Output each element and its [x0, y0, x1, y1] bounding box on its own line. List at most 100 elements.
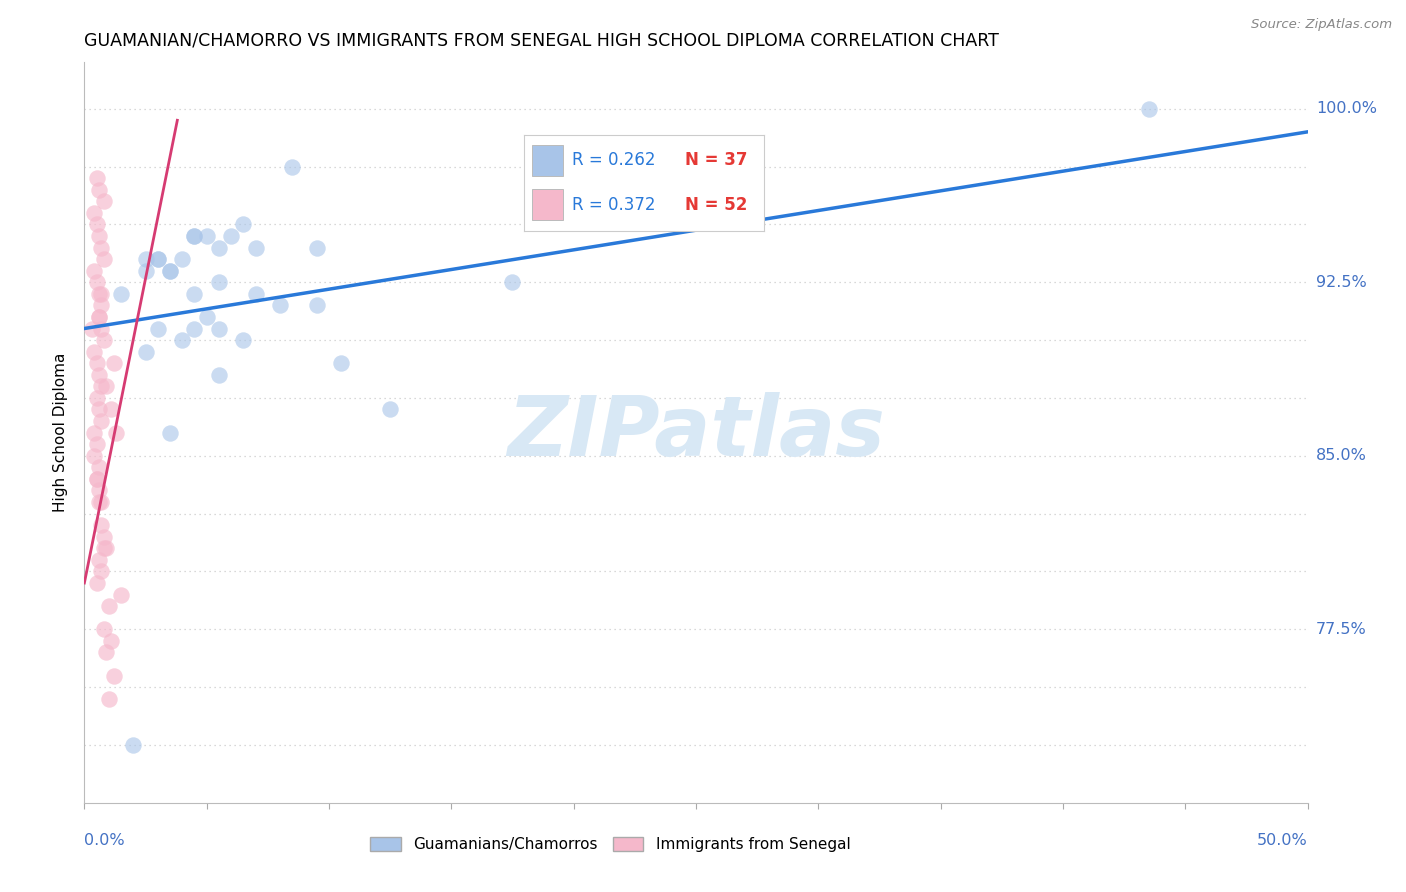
Text: 77.5%: 77.5% — [1316, 622, 1367, 637]
Point — [87, 183, 110, 197]
Text: GUAMANIAN/CHAMORRO VS IMMIGRANTS FROM SENEGAL HIGH SCHOOL DIPLOMA CORRELATION CH: GUAMANIAN/CHAMORRO VS IMMIGRANTS FROM SE… — [84, 32, 1000, 50]
Point — [100, 402, 122, 417]
Point — [135, 263, 157, 277]
Point — [86, 275, 108, 289]
Text: N = 37: N = 37 — [685, 152, 748, 169]
Point — [87, 483, 110, 498]
Point — [86, 576, 108, 591]
Text: R = 0.372: R = 0.372 — [572, 195, 655, 214]
Point — [80, 321, 103, 335]
Point — [159, 263, 181, 277]
Y-axis label: High School Diploma: High School Diploma — [53, 353, 69, 512]
Point — [90, 379, 112, 393]
Point — [195, 310, 218, 324]
Point — [93, 622, 115, 636]
Point — [159, 425, 181, 440]
Point — [90, 565, 112, 579]
Point — [232, 218, 254, 232]
Text: 0.0%: 0.0% — [84, 833, 125, 848]
Text: R = 0.262: R = 0.262 — [572, 152, 655, 169]
Point — [90, 298, 112, 312]
Point — [86, 437, 108, 451]
Point — [502, 275, 524, 289]
Point — [380, 402, 402, 417]
Point — [208, 275, 231, 289]
Point — [183, 229, 205, 244]
Point — [122, 738, 145, 752]
Point — [86, 391, 108, 405]
Point — [97, 691, 120, 706]
Legend: Guamanians/Chamorros, Immigrants from Senegal: Guamanians/Chamorros, Immigrants from Se… — [364, 830, 856, 858]
Point — [183, 321, 205, 335]
Point — [172, 333, 194, 347]
Point — [93, 333, 115, 347]
Point — [87, 460, 110, 475]
FancyBboxPatch shape — [531, 189, 562, 220]
Point — [103, 356, 125, 370]
Point — [86, 472, 108, 486]
Point — [183, 229, 205, 244]
Point — [83, 263, 105, 277]
Point — [159, 263, 181, 277]
Point — [86, 356, 108, 370]
Text: N = 52: N = 52 — [685, 195, 748, 214]
FancyBboxPatch shape — [531, 145, 562, 176]
Point — [90, 286, 112, 301]
Point — [183, 286, 205, 301]
Point — [100, 633, 122, 648]
Point — [87, 368, 110, 382]
Point — [90, 240, 112, 255]
Point — [87, 402, 110, 417]
Point — [96, 645, 118, 659]
Point — [172, 252, 194, 266]
Point — [86, 171, 108, 186]
Point — [93, 252, 115, 266]
Text: 100.0%: 100.0% — [1316, 101, 1376, 116]
Point — [305, 240, 328, 255]
Point — [90, 518, 112, 533]
Point — [87, 553, 110, 567]
Point — [87, 310, 110, 324]
Point — [208, 368, 231, 382]
Point — [146, 252, 169, 266]
Point — [90, 414, 112, 428]
Point — [208, 321, 231, 335]
Point — [208, 240, 231, 255]
Point — [83, 206, 105, 220]
Point — [219, 229, 242, 244]
Text: 92.5%: 92.5% — [1316, 275, 1367, 290]
Point — [96, 541, 118, 556]
Point — [86, 218, 108, 232]
Point — [105, 425, 128, 440]
Point — [93, 194, 115, 209]
Point — [146, 321, 169, 335]
Point — [232, 333, 254, 347]
Point — [1137, 102, 1160, 116]
Text: ZIPatlas: ZIPatlas — [508, 392, 884, 473]
Point — [87, 286, 110, 301]
Point — [83, 344, 105, 359]
Text: Source: ZipAtlas.com: Source: ZipAtlas.com — [1251, 18, 1392, 31]
Point — [87, 229, 110, 244]
Point — [103, 668, 125, 682]
Point — [90, 495, 112, 509]
Point — [269, 298, 291, 312]
Point — [97, 599, 120, 614]
Text: 85.0%: 85.0% — [1316, 449, 1367, 463]
Point — [83, 449, 105, 463]
Point — [87, 310, 110, 324]
Point — [245, 286, 267, 301]
Point — [135, 344, 157, 359]
Point — [146, 252, 169, 266]
Point — [135, 252, 157, 266]
Point — [110, 588, 132, 602]
Point — [87, 495, 110, 509]
Text: 50.0%: 50.0% — [1257, 833, 1308, 848]
Point — [195, 229, 218, 244]
Point — [83, 425, 105, 440]
Point — [86, 472, 108, 486]
Point — [93, 530, 115, 544]
Point — [90, 321, 112, 335]
Point — [245, 240, 267, 255]
Point — [96, 379, 118, 393]
